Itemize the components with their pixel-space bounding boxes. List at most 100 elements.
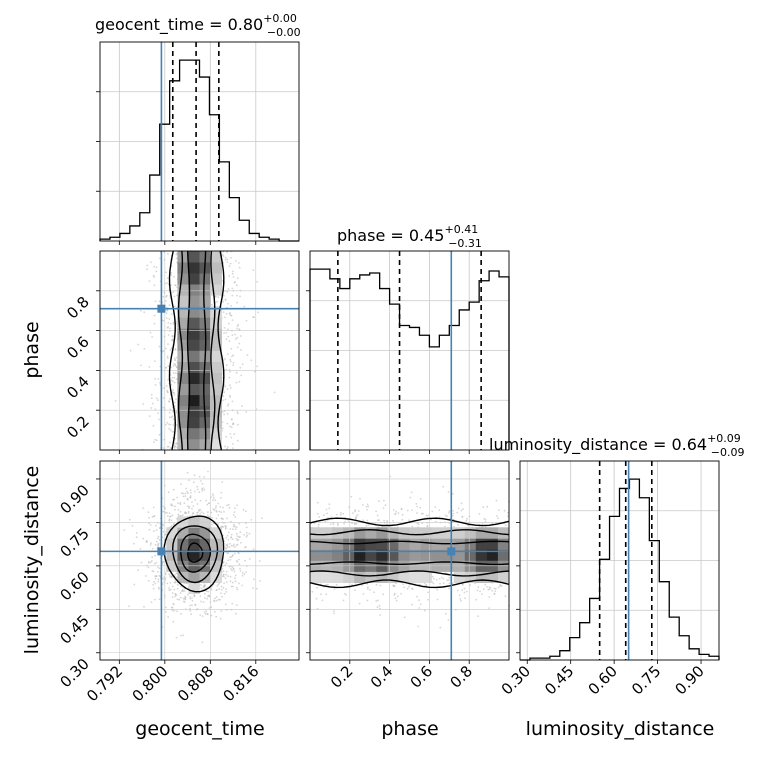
density-cell (310, 560, 322, 572)
scatter-point (213, 600, 216, 603)
scatter-point (367, 586, 369, 589)
scatter-point (148, 366, 151, 368)
scatter-point (167, 365, 170, 368)
scatter-point (439, 582, 441, 585)
scatter-point (226, 447, 229, 450)
scatter-point (235, 294, 238, 297)
scatter-point (438, 509, 441, 512)
density-cell (210, 339, 222, 351)
scatter-point (232, 362, 235, 364)
scatter-point (187, 593, 189, 596)
scatter-point (354, 510, 356, 513)
scatter-point (166, 582, 169, 585)
scatter-point (416, 512, 418, 514)
tick-label: 0.90 (56, 481, 92, 517)
truth-marker (447, 547, 456, 556)
density-cell (177, 516, 189, 528)
density-cell (199, 538, 211, 550)
scatter-point (226, 446, 229, 449)
density-cell (188, 549, 200, 561)
scatter-point (175, 356, 178, 359)
scatter-point (205, 610, 208, 613)
scatter-point (174, 437, 177, 440)
scatter-point (146, 264, 149, 267)
scatter-point (235, 284, 238, 287)
scatter-point (191, 501, 193, 503)
scatter-point (172, 418, 175, 420)
scatter-point (225, 312, 228, 315)
density-cell (343, 560, 355, 572)
plot-layer (99, 42, 720, 661)
scatter-point (210, 588, 213, 591)
scatter-point (230, 426, 233, 428)
scatter-point (376, 519, 379, 521)
scatter-point (199, 509, 202, 511)
scatter-point (226, 534, 229, 537)
scatter-point (222, 506, 224, 509)
scatter-point (439, 626, 442, 629)
density-cell (321, 549, 333, 561)
scatter-point (169, 349, 172, 351)
density-cell (464, 527, 477, 539)
scatter-point (316, 587, 318, 589)
scatter-point (330, 516, 333, 519)
scatter-point (176, 294, 178, 297)
density-cell (188, 416, 200, 429)
scatter-point (223, 327, 226, 329)
scatter-point (230, 568, 232, 570)
scatter-point (375, 510, 377, 513)
scatter-point (436, 588, 439, 591)
scatter-point (175, 442, 178, 445)
scatter-point (489, 587, 492, 590)
scatter-point (445, 612, 447, 615)
scatter-point (236, 535, 239, 537)
scatter-point (175, 411, 178, 414)
tick-label: 0.800 (129, 662, 172, 705)
scatter-point (184, 492, 187, 495)
scatter-point (131, 525, 134, 527)
scatter-point (379, 607, 381, 610)
scatter-point (215, 596, 218, 598)
scatter-point (215, 599, 218, 602)
scatter-point (165, 606, 167, 609)
scatter-point (210, 586, 213, 589)
density-cell (409, 527, 421, 539)
scatter-point (225, 562, 228, 565)
scatter-point (231, 319, 234, 321)
scatter-point (228, 376, 231, 379)
scatter-point (171, 334, 174, 337)
density-cell (321, 527, 333, 539)
density-cell (188, 339, 200, 351)
density-cell (177, 527, 189, 539)
scatter-point (239, 570, 242, 572)
scatter-point (210, 606, 213, 608)
density-cell (177, 427, 189, 440)
scatter-point (165, 295, 168, 298)
scatter-point (220, 588, 223, 591)
scatter-point (238, 558, 240, 561)
scatter-point (189, 496, 192, 499)
density-cell (398, 538, 410, 550)
scatter-point (494, 590, 497, 592)
density-cell (177, 416, 189, 429)
scatter-point (229, 384, 231, 387)
scatter-point (189, 609, 192, 612)
density-cell (486, 560, 499, 572)
scatter-point (235, 544, 238, 547)
scatter-point (379, 614, 382, 616)
scatter-point (152, 274, 155, 277)
scatter-point (465, 519, 468, 522)
scatter-point (460, 502, 463, 505)
ylabel-phase: phase (21, 321, 43, 378)
scatter-point (140, 561, 143, 564)
scatter-point (149, 544, 152, 546)
scatter-point (358, 602, 361, 605)
scatter-point (225, 525, 227, 528)
scatter-point (174, 508, 176, 511)
scatter-point (227, 353, 229, 355)
scatter-point (150, 393, 153, 396)
scatter-point (169, 327, 171, 330)
grid-layer (100, 42, 719, 660)
scatter-point (174, 305, 176, 308)
